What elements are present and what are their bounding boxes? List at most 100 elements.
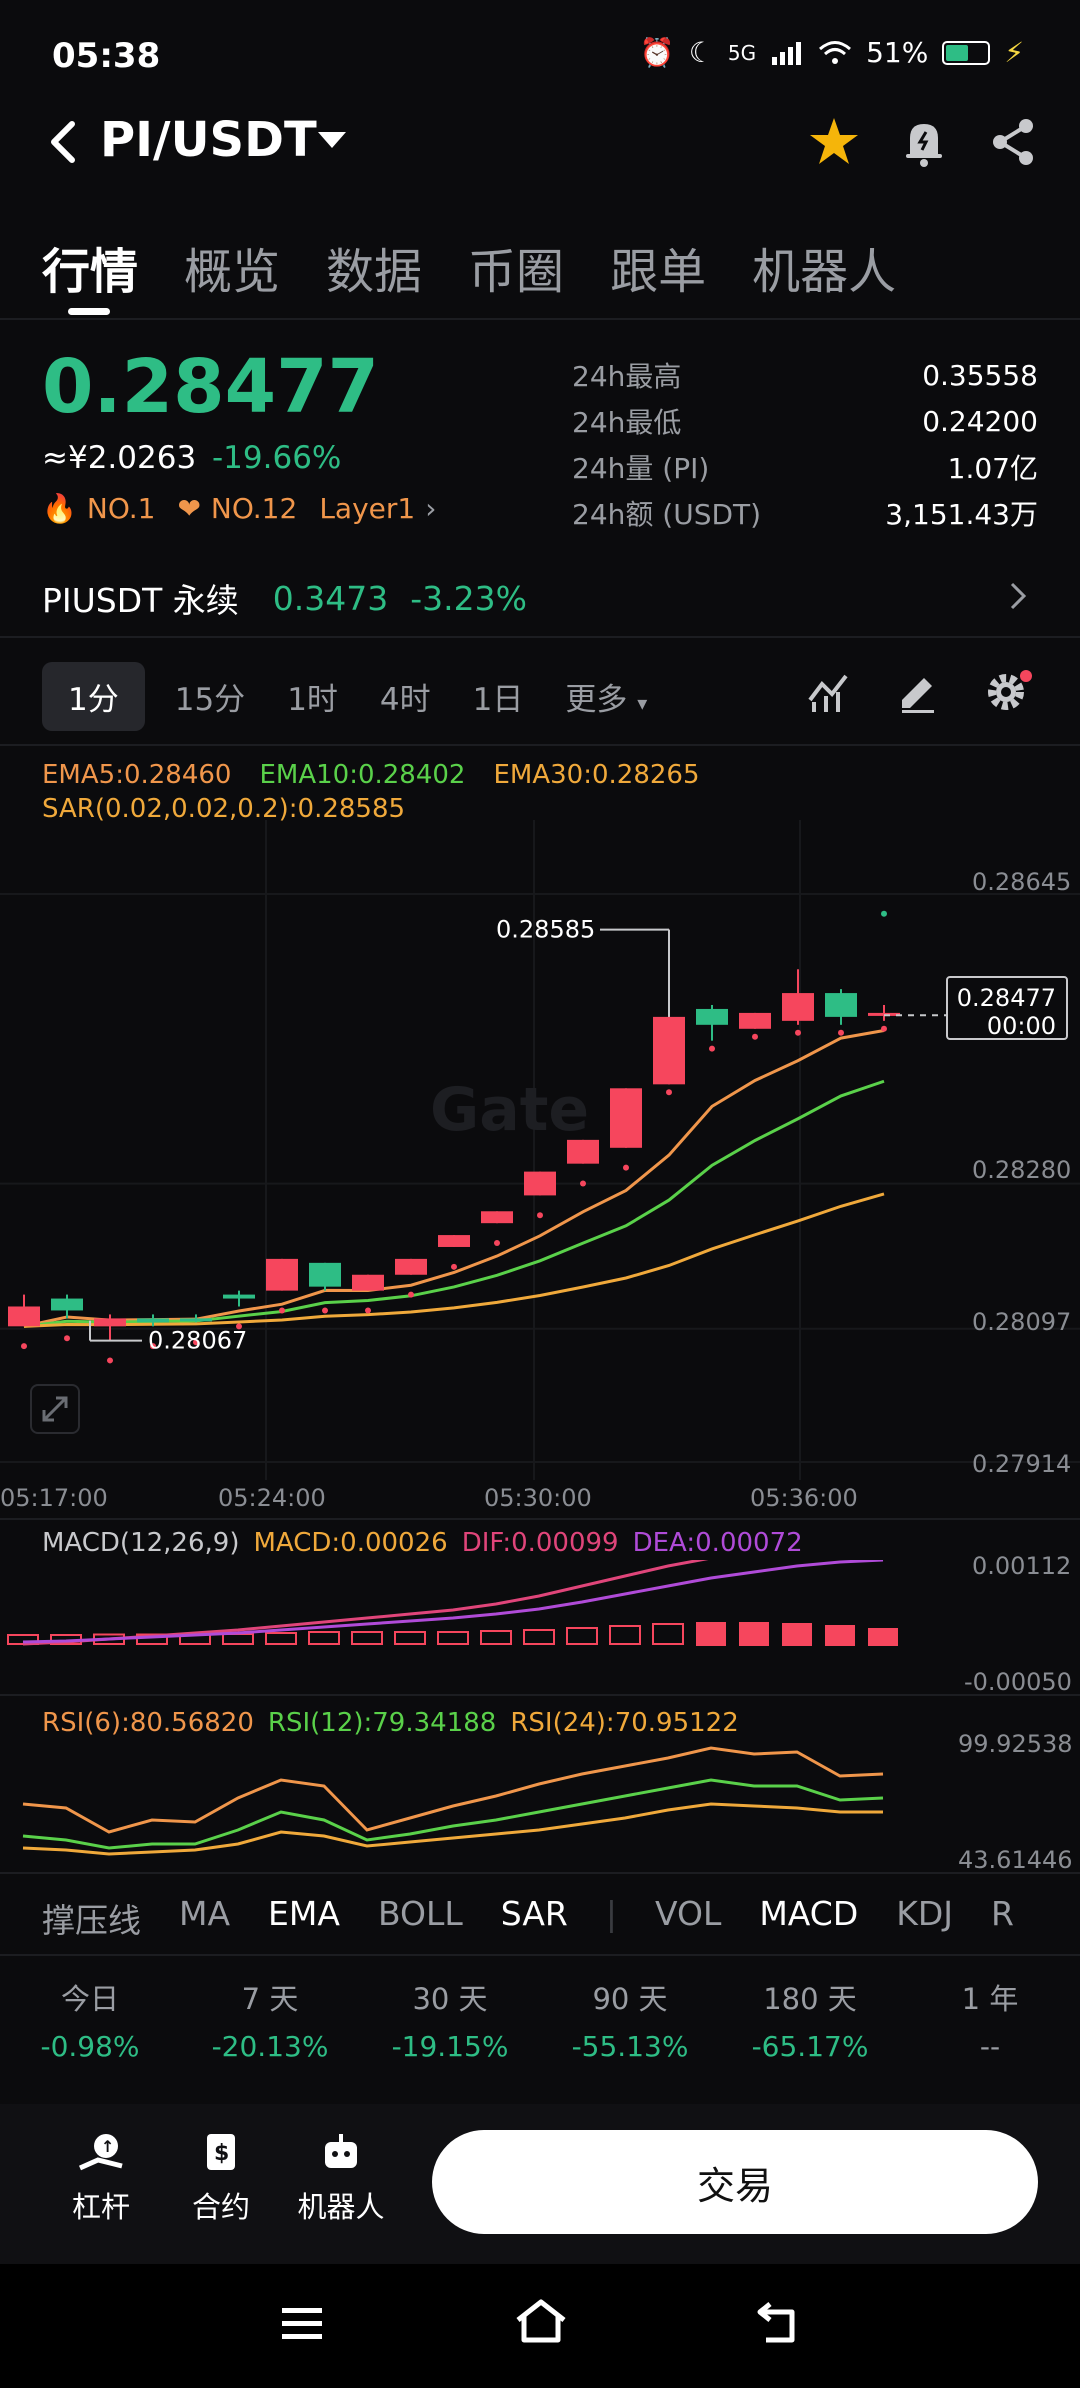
chevron-right-icon: › bbox=[425, 492, 437, 525]
hot-rank-label: NO.1 bbox=[86, 492, 156, 525]
cap-rank-label: NO.12 bbox=[210, 492, 298, 525]
sar-dot bbox=[150, 1343, 156, 1350]
stat-label: 24h额 (USDT) bbox=[572, 498, 762, 531]
ind-support-resistance[interactable]: 撑压线 bbox=[42, 1901, 141, 1940]
sar-dot bbox=[107, 1357, 113, 1364]
perp-name: PIUSDT 永续 bbox=[42, 581, 239, 620]
timeframe-more[interactable]: 更多 ▾ bbox=[565, 674, 647, 719]
rsi12-value: RSI(12):79.34188 bbox=[267, 1708, 497, 1738]
main-tabs: 行情 概览 数据 币圈 跟单 机器人 bbox=[42, 232, 896, 302]
fire-icon: 🔥 bbox=[42, 492, 77, 525]
sar-dot bbox=[838, 1029, 844, 1036]
sar-dot bbox=[408, 1291, 414, 1298]
period-returns: 今日 -0.98% 7 天 -20.13% 30 天 -19.15% 90 天 -55.… bbox=[0, 1976, 1080, 2063]
ind-rsi[interactable]: R bbox=[991, 1894, 1014, 1933]
ind-macd[interactable]: MACD bbox=[759, 1894, 859, 1933]
dea-value: DEA:0.00072 bbox=[632, 1528, 803, 1558]
timeframe-1m[interactable]: 1分 bbox=[42, 662, 145, 731]
signal-icon bbox=[772, 41, 802, 65]
macd-bar bbox=[868, 1628, 898, 1646]
cap-rank-tag[interactable]: ❤ NO.12 bbox=[177, 492, 297, 525]
battery-icon bbox=[942, 40, 991, 65]
period-cell: 180 天 -65.17% bbox=[720, 1976, 900, 2063]
watermark: Gate bbox=[430, 1075, 589, 1145]
x-label: 05:30:00 bbox=[484, 1484, 592, 1512]
ema30-line bbox=[23, 1192, 885, 1328]
macd-value: MACD:0.00026 bbox=[253, 1528, 448, 1558]
back-nav-icon[interactable] bbox=[756, 2300, 802, 2344]
leverage-button[interactable]: ↑ 杠杆 bbox=[46, 2130, 156, 2226]
back-icon[interactable] bbox=[44, 118, 84, 166]
chevron-down-icon[interactable] bbox=[318, 132, 346, 148]
expand-chart-button[interactable] bbox=[30, 1384, 80, 1434]
period-label: 30 天 bbox=[412, 1982, 488, 2016]
tab-bot[interactable]: 机器人 bbox=[752, 244, 897, 300]
sar-dot bbox=[537, 1212, 543, 1219]
settings-icon[interactable] bbox=[984, 668, 1034, 716]
x-label: 05:17:00 bbox=[0, 1484, 108, 1512]
hot-rank-tag[interactable]: 🔥 NO.1 bbox=[42, 492, 155, 525]
sar-dot bbox=[236, 1323, 242, 1330]
ind-ema[interactable]: EMA bbox=[268, 1894, 340, 1933]
svg-text:$: $ bbox=[214, 2141, 229, 2166]
system-nav-bar bbox=[0, 2264, 1080, 2388]
tab-overview[interactable]: 概览 bbox=[184, 244, 281, 300]
macd-bar bbox=[566, 1627, 598, 1645]
period-label: 180 天 bbox=[763, 1982, 857, 2016]
charging-icon: ⚡ bbox=[1004, 36, 1024, 69]
tab-community[interactable]: 币圈 bbox=[468, 244, 565, 300]
timeframe-4h[interactable]: 4时 bbox=[379, 682, 431, 718]
futures-button[interactable]: $ 合约 bbox=[166, 2130, 276, 2226]
bell-alert-icon[interactable] bbox=[896, 114, 952, 170]
category-tag[interactable]: Layer1 › bbox=[319, 492, 436, 525]
chevron-right-icon[interactable] bbox=[1008, 580, 1030, 612]
rsi24-line bbox=[22, 1802, 883, 1856]
divider bbox=[0, 1954, 1080, 1956]
sar-dot bbox=[666, 1089, 672, 1096]
timeframe-1d[interactable]: 1日 bbox=[472, 682, 524, 718]
period-cell: 30 天 -19.15% bbox=[360, 1976, 540, 2063]
ind-kdj[interactable]: KDJ bbox=[896, 1894, 954, 1933]
alarm-icon: ⏰ bbox=[639, 36, 675, 69]
candle-body bbox=[739, 1012, 771, 1029]
perpetual-row[interactable]: PIUSDT 永续 0.3473 -3.23% bbox=[42, 574, 527, 622]
timeframe-1h[interactable]: 1时 bbox=[287, 682, 338, 718]
menu-icon[interactable] bbox=[280, 2304, 324, 2344]
futures-label: 合约 bbox=[191, 2190, 250, 2224]
sar-dot bbox=[709, 1045, 715, 1052]
ind-vol[interactable]: VOL bbox=[654, 1894, 722, 1933]
ema-legend: EMA5:0.28460 EMA10:0.28402 EMA30:0.28265 bbox=[42, 760, 700, 790]
star-icon[interactable] bbox=[806, 114, 862, 170]
tab-copy-trade[interactable]: 跟单 bbox=[610, 244, 707, 300]
share-icon[interactable] bbox=[986, 114, 1042, 170]
category-label: Layer1 bbox=[319, 492, 416, 525]
pair-title[interactable]: PI/USDT bbox=[100, 112, 317, 168]
draw-pen-icon[interactable] bbox=[896, 670, 940, 714]
current-price-box: 0.28477 00:00 bbox=[946, 976, 1068, 1040]
active-tab-indicator bbox=[68, 308, 110, 315]
candle-body bbox=[180, 1318, 212, 1322]
divider bbox=[0, 1518, 1080, 1520]
ind-sar[interactable]: SAR bbox=[500, 1894, 568, 1933]
divider bbox=[0, 1694, 1080, 1696]
stat-row: 24h额 (USDT) 3,151.43万 bbox=[572, 490, 1038, 536]
ind-boll[interactable]: BOLL bbox=[377, 1894, 463, 1933]
period-cell: 1 年 -- bbox=[900, 1976, 1080, 2063]
stat-value: 0.35558 bbox=[922, 358, 1038, 392]
divider bbox=[0, 318, 1080, 320]
period-label: 90 天 bbox=[592, 1982, 668, 2016]
ind-ma[interactable]: MA bbox=[179, 1894, 231, 1933]
moon-icon: ☾ bbox=[688, 36, 714, 69]
tab-data[interactable]: 数据 bbox=[326, 244, 423, 300]
timeframe-15m[interactable]: 15分 bbox=[174, 682, 246, 718]
trade-button[interactable]: 交易 bbox=[432, 2130, 1038, 2234]
stat-value: 3,151.43万 bbox=[885, 498, 1038, 531]
rsi-legend: RSI(6):80.56820 RSI(12):79.34188 RSI(24)… bbox=[42, 1708, 739, 1738]
caret-down-icon: ▾ bbox=[637, 691, 648, 715]
stats-panel: 24h最高 0.35558 24h最低 0.24200 24h量 (PI) 1.07亿… bbox=[572, 352, 1038, 536]
home-icon[interactable] bbox=[514, 2298, 568, 2344]
indicator-icon[interactable] bbox=[806, 670, 850, 714]
tab-market[interactable]: 行情 bbox=[42, 244, 139, 300]
candlestick-chart[interactable]: Gate 0.28585 0.28067 bbox=[0, 820, 1080, 1480]
bot-button[interactable]: 机器人 bbox=[286, 2130, 396, 2226]
